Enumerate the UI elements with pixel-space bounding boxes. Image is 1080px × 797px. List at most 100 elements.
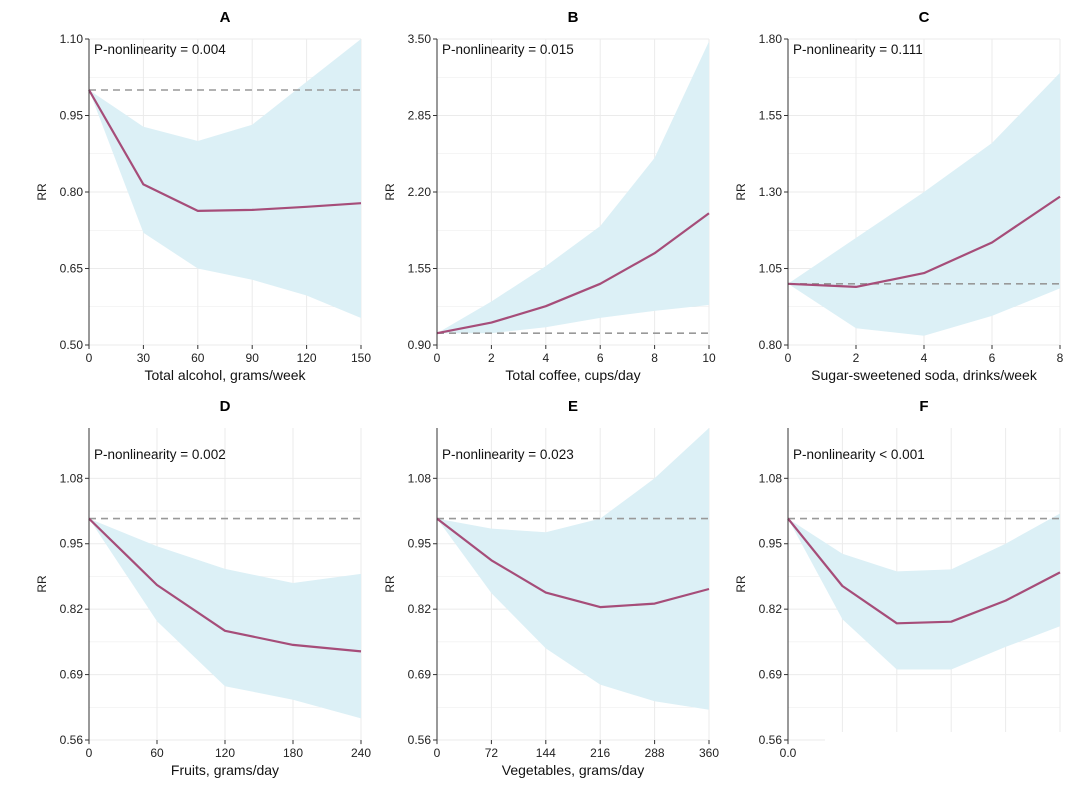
y-axis-title: RR	[35, 183, 49, 201]
panel-title: C	[919, 9, 930, 26]
x-tick-label: 360	[699, 746, 719, 760]
y-tick-label: 0.50	[60, 338, 84, 352]
confidence-band	[89, 518, 361, 719]
y-tick-label: 0.56	[759, 733, 783, 747]
y-tick-label: 0.56	[60, 733, 84, 747]
y-tick-label: 0.80	[60, 185, 84, 199]
p-nonlinearity-label: P-nonlinearity = 0.111	[793, 42, 923, 57]
rr-line	[436, 212, 710, 335]
x-tick-label: 0	[785, 351, 792, 365]
y-tick-label: 1.10	[60, 32, 84, 46]
y-tick-label: 1.80	[759, 32, 783, 46]
y-tick-label: 2.20	[408, 185, 432, 199]
y-tick-label: 0.82	[60, 602, 84, 616]
x-tick-label: 60	[191, 351, 205, 365]
panel-title: E	[568, 398, 578, 415]
x-axis-title: Vegetables, grams/day	[502, 762, 644, 778]
x-tick-label: 180	[283, 746, 303, 760]
p-nonlinearity-label: P-nonlinearity = 0.004	[94, 42, 226, 57]
confidence-band	[437, 428, 709, 710]
x-axis-title: Sugar-sweetened soda, drinks/week	[811, 367, 1038, 383]
x-tick-label: 240	[351, 746, 371, 760]
panel-a: 0.50 0.65 0.80 0.95 1.10 0 30 60 90 120 150 A P-nonl…	[35, 9, 371, 383]
y-tick-label: 0.82	[759, 602, 783, 616]
y-tick-label: 0.56	[408, 733, 432, 747]
x-axis-title: Total coffee, cups/day	[505, 367, 640, 383]
x-axis-title: Total alcohol, grams/week	[144, 367, 306, 383]
x-axis-title: Fruits, grams/day	[171, 762, 279, 778]
y-axis-title: RR	[734, 183, 748, 201]
x-tick-label: 288	[645, 746, 665, 760]
x-tick-label: 216	[590, 746, 610, 760]
confidence-band	[788, 72, 1060, 336]
x-tick-label: 2	[853, 351, 860, 365]
p-nonlinearity-label: P-nonlinearity = 0.015	[442, 42, 574, 57]
x-tick-label: 72	[485, 746, 499, 760]
rr-line	[787, 517, 1061, 625]
y-tick-label: 1.05	[759, 262, 783, 276]
confidence-band	[89, 39, 361, 318]
panel-title: F	[919, 398, 928, 415]
panel-e: 0.56 0.69 0.82 0.95 1.08 0 72 144 216 288 360 E P-no…	[383, 398, 719, 778]
panel-f-axis-mask	[825, 732, 1070, 764]
y-tick-label: 1.30	[759, 185, 783, 199]
y-tick-label: 0.95	[60, 109, 84, 123]
y-axis-title: RR	[35, 575, 49, 593]
x-tick-label: 0	[86, 746, 93, 760]
p-nonlinearity-label: P-nonlinearity = 0.023	[442, 447, 574, 462]
y-tick-label: 0.95	[60, 537, 84, 551]
x-tick-label: 144	[536, 746, 556, 760]
y-tick-label: 0.69	[60, 668, 84, 682]
x-tick-label: 2	[488, 351, 495, 365]
x-tick-label: 120	[297, 351, 317, 365]
x-tick-label: 6	[989, 351, 996, 365]
x-tick-label: 150	[351, 351, 371, 365]
y-tick-label: 0.90	[408, 338, 432, 352]
panel-title: B	[568, 9, 579, 26]
p-nonlinearity-label: P-nonlinearity = 0.002	[94, 447, 226, 462]
x-tick-label: 90	[246, 351, 260, 365]
rr-line	[88, 517, 362, 653]
y-tick-label: 0.69	[759, 668, 783, 682]
rr-line	[88, 89, 362, 212]
y-tick-label: 0.65	[60, 262, 84, 276]
panel-f: 0.56 0.69 0.82 0.95 1.08 0.0 F P-nonlinearity <…	[734, 398, 1061, 760]
x-tick-label: 4	[921, 351, 928, 365]
x-tick-label: 8	[651, 351, 658, 365]
y-tick-label: 0.69	[408, 668, 432, 682]
rr-line	[787, 195, 1061, 288]
x-tick-label: 0	[434, 746, 441, 760]
y-tick-label: 3.50	[408, 32, 432, 46]
panel-title: D	[220, 398, 231, 415]
y-tick-label: 1.08	[408, 471, 432, 485]
y-tick-label: 0.80	[759, 338, 783, 352]
x-tick-label: 30	[137, 351, 151, 365]
x-tick-label: 0	[434, 351, 441, 365]
y-tick-label: 1.55	[408, 262, 432, 276]
x-tick-label: 8	[1057, 351, 1064, 365]
y-tick-label: 0.95	[408, 537, 432, 551]
y-axis-title: RR	[734, 575, 748, 593]
y-tick-label: 0.95	[759, 537, 783, 551]
y-tick-label: 1.08	[60, 471, 84, 485]
x-tick-label: 4	[542, 351, 549, 365]
y-tick-label: 0.82	[408, 602, 432, 616]
x-tick-label: 0	[86, 351, 93, 365]
x-tick-label: 10	[702, 351, 716, 365]
confidence-band	[437, 41, 709, 334]
y-tick-label: 2.85	[408, 109, 432, 123]
y-tick-label: 1.08	[759, 471, 783, 485]
confidence-band	[788, 513, 1060, 670]
y-axis-title: RR	[383, 183, 397, 201]
y-tick-label: 1.55	[759, 109, 783, 123]
panel-d: 0.56 0.69 0.82 0.95 1.08 0 60 120 180 240 D P-nonli…	[35, 398, 371, 778]
y-axis-title: RR	[383, 575, 397, 593]
x-tick-label: 60	[150, 746, 164, 760]
panel-title: A	[220, 9, 231, 26]
x-tick-label: 120	[215, 746, 235, 760]
panel-c: 0.80 1.05 1.30 1.55 1.80 0 2 4 6 8 C P-nonlinearity…	[734, 9, 1064, 383]
p-nonlinearity-label: P-nonlinearity < 0.001	[793, 447, 925, 462]
rr-line	[436, 517, 710, 609]
panel-b: 0.90 1.55 2.20 2.85 3.50 0 2 4 6 8 10 B P-nonlineari…	[383, 9, 716, 383]
